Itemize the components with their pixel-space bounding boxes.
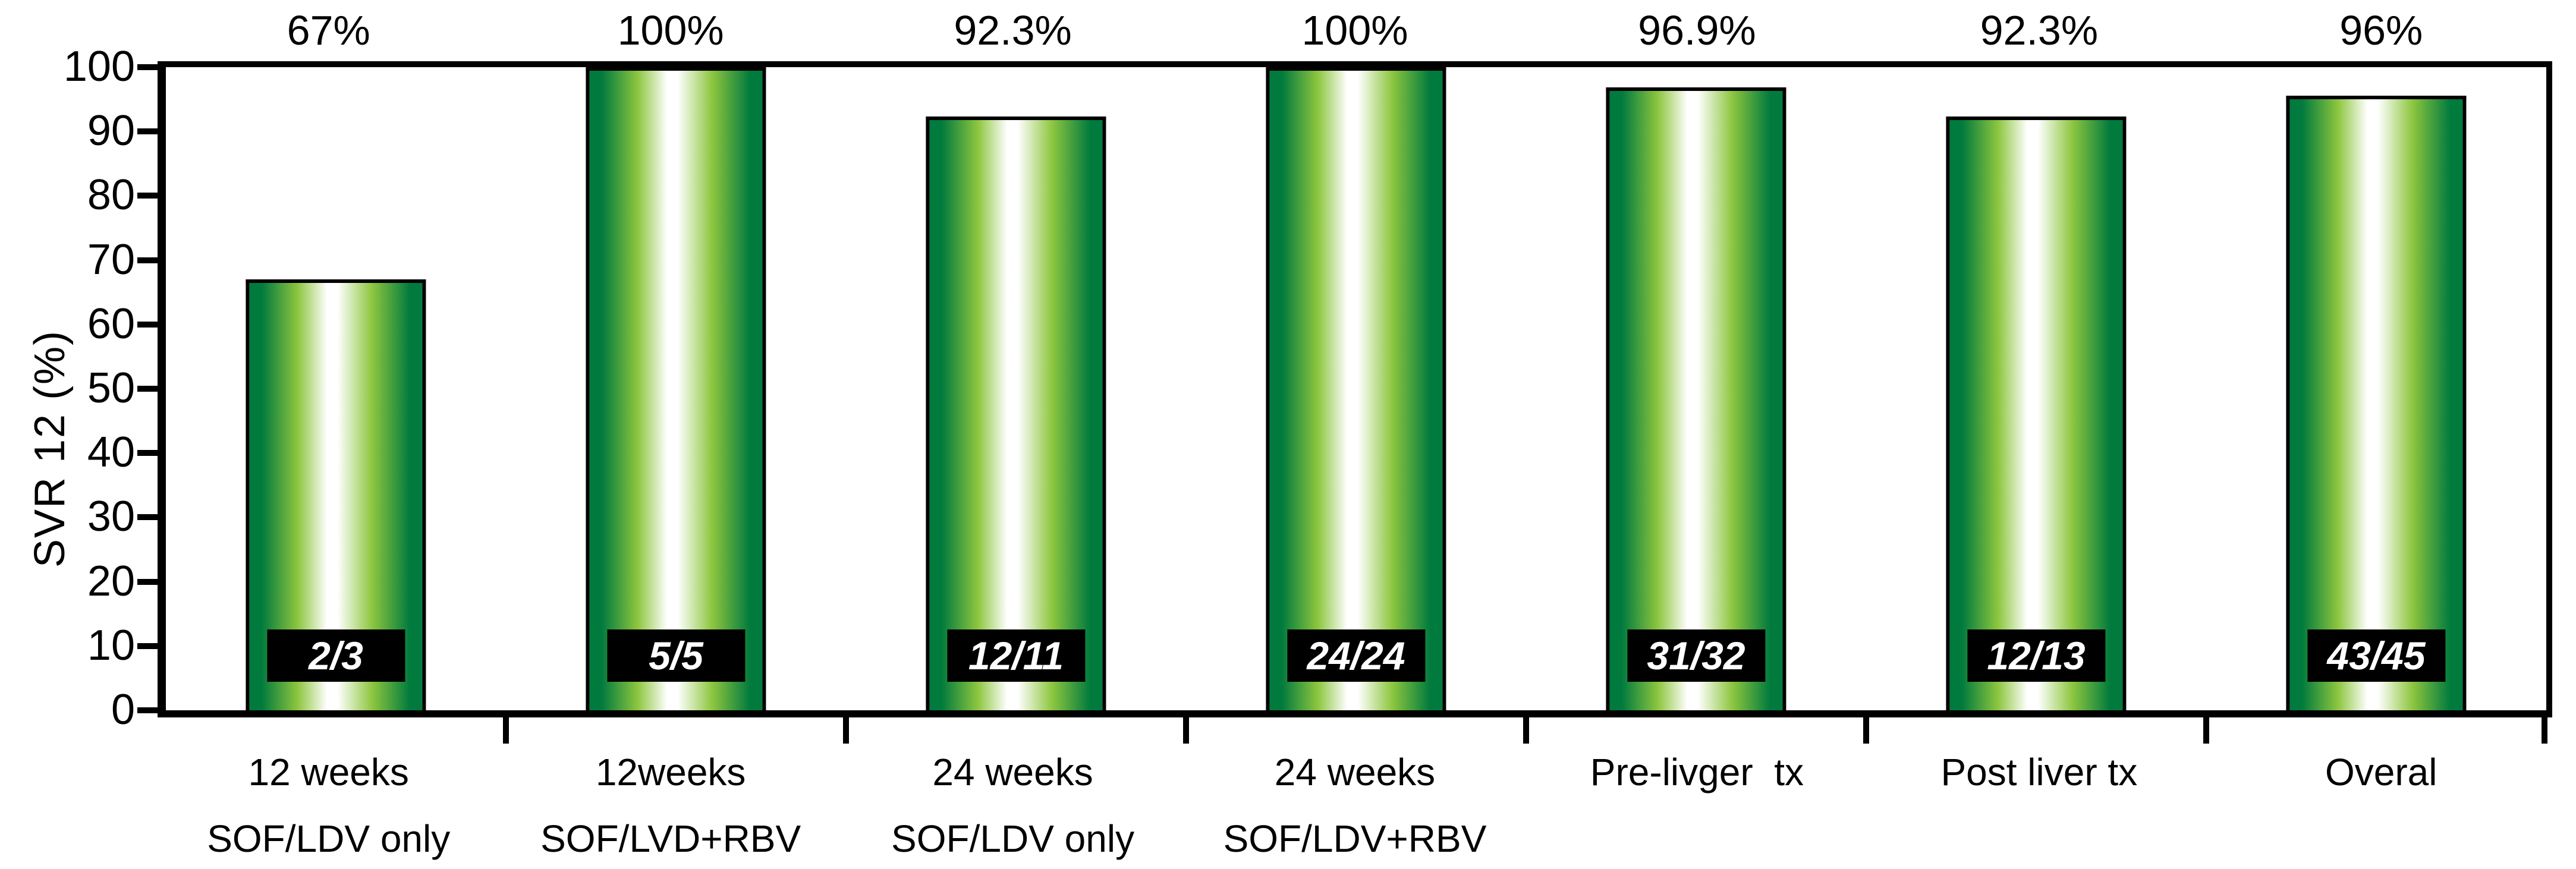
category-label-line1: 12weeks xyxy=(595,751,746,794)
bar: 12/11 xyxy=(926,117,1106,710)
category-slot: 12/11 xyxy=(846,67,1186,710)
y-axis-ticks: 0 10 20 30 40 50 60 70 80 90 100 xyxy=(64,44,2546,732)
y-axis-tick xyxy=(137,193,166,199)
bar-count-label: 12/11 xyxy=(947,629,1085,682)
y-axis-tick xyxy=(137,578,166,585)
y-axis-tick xyxy=(137,64,166,70)
y-axis-tick-label: 90 xyxy=(87,107,135,155)
bar: 43/45 xyxy=(2286,95,2467,710)
y-axis-tick-label: 80 xyxy=(87,171,135,219)
category-label-line1: 12 weeks xyxy=(248,751,409,794)
x-axis-boundary-tick xyxy=(1523,717,1529,744)
y-axis-tick xyxy=(137,128,166,135)
category-label-line1: Pre-livger tx xyxy=(1590,751,1804,794)
bar-percentage-label: 96.9% xyxy=(1638,7,1756,53)
bar-count-label: 2/3 xyxy=(267,629,405,682)
x-axis-boundary-tick xyxy=(842,717,849,744)
category-label: Overal xyxy=(2210,739,2552,869)
bar-percentage-label: 100% xyxy=(1301,7,1408,53)
category-label: Post liver tx xyxy=(1868,739,2210,869)
x-axis-category-labels: 12 weeks SOF/LDV only 12weeks SOF/LVD+RBV 24… xyxy=(158,739,2552,869)
y-axis-tick-label: 50 xyxy=(87,364,135,412)
plot-area: 0 10 20 30 40 50 60 70 80 90 100 2/3 5/5 12/11 24/24 3… xyxy=(64,44,2552,744)
category-label-line1: Overal xyxy=(2325,751,2437,794)
bar: 5/5 xyxy=(586,67,766,710)
bar-count-label: 5/5 xyxy=(607,629,745,682)
category-label: 12weeks SOF/LVD+RBV xyxy=(499,739,841,869)
y-axis-tick xyxy=(137,386,166,392)
x-axis-boundary-tick xyxy=(2203,717,2209,744)
y-axis-tick-label: 60 xyxy=(87,300,135,348)
category-slot: 2/3 xyxy=(166,67,506,710)
category-label-line1: 24 weeks xyxy=(932,751,1093,794)
y-axis-tick-label: 40 xyxy=(87,429,135,477)
x-axis-ticks xyxy=(166,67,2547,744)
y-axis-tick xyxy=(137,257,166,263)
y-axis-tick-label: 10 xyxy=(87,621,135,669)
y-axis-tick xyxy=(137,643,166,649)
bar-count-label: 12/13 xyxy=(1967,629,2105,682)
bar: 24/24 xyxy=(1266,67,1446,710)
category-slot: 24/24 xyxy=(1186,67,1526,710)
y-axis-tick-label: 0 xyxy=(111,686,135,733)
bar-count-label: 43/45 xyxy=(2307,629,2445,682)
category-slot: 43/45 xyxy=(2206,67,2546,710)
category-slot: 5/5 xyxy=(506,67,846,710)
bar-percentage-label: 100% xyxy=(617,7,724,53)
category-label: Pre-livger tx xyxy=(1526,739,1868,869)
category-label: 12 weeks SOF/LDV only xyxy=(158,739,499,869)
category-label-line2: SOF/LDV only xyxy=(891,817,1135,860)
y-axis-tick xyxy=(137,707,166,713)
bar: 2/3 xyxy=(246,279,426,710)
y-axis-tick-label: 70 xyxy=(87,235,135,284)
x-axis-boundary-tick xyxy=(1183,717,1189,744)
category-slot: 12/13 xyxy=(1866,67,2206,710)
category-label-line1: Post liver tx xyxy=(1940,751,2138,794)
x-axis-boundary-tick xyxy=(2542,717,2547,744)
category-label: 24 weeks SOF/LDV+RBV xyxy=(1184,739,1526,869)
y-axis-tick-label: 20 xyxy=(87,557,135,605)
bar-percentage-label: 92.3% xyxy=(954,7,1072,53)
category-label-line1: 24 weeks xyxy=(1274,751,1436,794)
category-label-line2: SOF/LDV+RBV xyxy=(1223,817,1487,860)
category-slot: 31/32 xyxy=(1526,67,1866,710)
y-axis-tick xyxy=(137,450,166,456)
y-axis-tick xyxy=(137,321,166,328)
x-axis-boundary-tick xyxy=(1863,717,1869,744)
bar-percentage-label: 92.3% xyxy=(1980,7,2099,53)
category-label-line2: SOF/LDV only xyxy=(207,817,451,860)
y-axis-tick-label: 30 xyxy=(87,493,135,541)
bars-container: 2/3 5/5 12/11 24/24 31/32 12/13 43/45 xyxy=(166,67,2546,710)
bar: 31/32 xyxy=(1606,87,1786,710)
x-axis-boundary-tick xyxy=(502,717,509,744)
bar-count-label: 31/32 xyxy=(1627,629,1765,682)
y-axis-tick-label: 100 xyxy=(63,43,135,90)
bar-count-label: 24/24 xyxy=(1287,629,1425,682)
category-label: 24 weeks SOF/LDV only xyxy=(842,739,1184,869)
category-label-line2: SOF/LVD+RBV xyxy=(540,817,801,860)
y-axis-tick xyxy=(137,514,166,521)
bar-percentage-label: 96% xyxy=(2339,7,2423,53)
bar-percentage-labels-row: 67% 100% 92.3% 100% 96.9% 92.3% 96% xyxy=(158,2,2552,58)
bar-percentage-label: 67% xyxy=(287,7,370,53)
bar: 12/13 xyxy=(1946,117,2127,710)
